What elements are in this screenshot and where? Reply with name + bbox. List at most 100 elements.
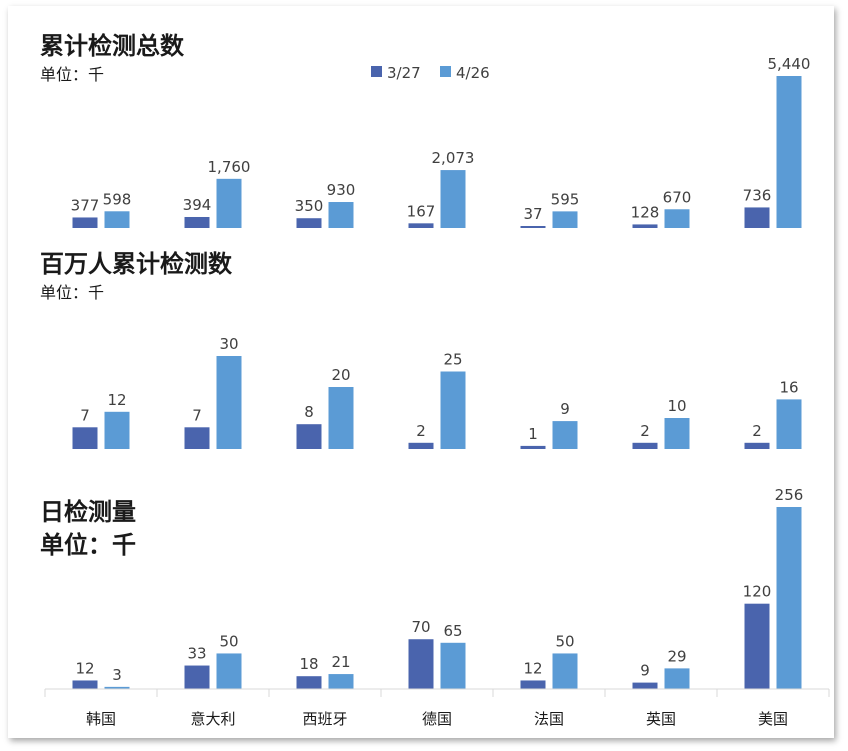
bar-p2-s2-4 (552, 421, 578, 449)
bar-p3-s2-1 (216, 653, 242, 689)
x-tick-label-0: 韩国 (86, 710, 116, 728)
data-label-p1-s2-0: 598 (103, 190, 132, 208)
data-label-p3-s2-2: 21 (331, 653, 350, 671)
bar-p1-s2-1 (216, 178, 242, 228)
legend-label-4-26: 4/26 (456, 64, 490, 82)
bar-p3-s1-6 (744, 603, 770, 689)
bar-p3-s1-5 (632, 682, 658, 689)
data-label-p3-s1-6: 120 (743, 583, 772, 601)
bar-p3-s1-0 (72, 680, 98, 689)
data-label-p2-s2-1: 30 (219, 335, 238, 353)
bar-p3-s2-0 (104, 686, 130, 689)
bar-p2-s2-2 (328, 387, 354, 449)
panel-3-unit: 单位：千 (40, 530, 136, 559)
data-label-p1-s1-0: 377 (71, 196, 100, 214)
x-tick-label-3: 德国 (422, 710, 452, 728)
data-label-p2-s1-6: 2 (752, 422, 762, 440)
data-label-p3-s2-5: 29 (667, 647, 686, 665)
data-label-p3-s1-3: 70 (411, 618, 430, 636)
bar-p1-s1-6 (744, 207, 770, 228)
data-label-p3-s1-5: 9 (640, 662, 650, 680)
bar-p3-s1-3 (408, 639, 434, 689)
data-label-p1-s1-1: 394 (183, 196, 212, 214)
bar-p3-s2-2 (328, 674, 354, 689)
panel-2-unit: 单位：千 (40, 283, 104, 302)
bar-p1-s2-4 (552, 211, 578, 228)
data-label-p1-s1-6: 736 (743, 186, 772, 204)
data-label-p3-s2-6: 256 (775, 486, 804, 504)
bar-p2-s2-0 (104, 411, 130, 449)
bar-p3-s2-5 (664, 668, 690, 689)
data-label-p2-s1-4: 1 (528, 425, 538, 443)
bar-p2-s1-4 (520, 445, 546, 449)
bar-p2-s1-5 (632, 442, 658, 449)
bar-p3-s1-4 (520, 680, 546, 689)
x-tick-label-1: 意大利 (190, 710, 235, 728)
panel-1-unit: 单位：千 (40, 65, 104, 84)
data-label-p3-s1-0: 12 (75, 659, 94, 677)
bar-p2-s2-3 (440, 371, 466, 449)
bar-p1-s1-5 (632, 224, 658, 228)
data-label-p2-s2-0: 12 (107, 391, 126, 409)
data-label-p3-s2-1: 50 (219, 632, 238, 650)
x-tick-label-4: 法国 (534, 710, 564, 728)
bar-p2-s1-0 (72, 427, 98, 449)
data-label-p1-s1-5: 128 (631, 203, 660, 221)
panel-3-title: 日检测量 (40, 497, 136, 526)
data-label-p3-s1-4: 12 (523, 659, 542, 677)
data-label-p1-s1-2: 350 (295, 197, 324, 215)
data-label-p1-s2-6: 5,440 (768, 55, 811, 73)
data-label-p2-s2-4: 9 (560, 400, 570, 418)
data-label-p1-s2-3: 2,073 (432, 149, 475, 167)
bar-p3-s1-2 (296, 676, 322, 689)
bar-p1-s1-4 (520, 226, 546, 228)
bar-p1-s1-0 (72, 217, 98, 228)
bar-p2-s1-2 (296, 424, 322, 449)
data-label-p2-s2-3: 25 (443, 351, 462, 369)
bar-p3-s1-1 (184, 665, 210, 689)
data-label-p1-s2-5: 670 (663, 188, 692, 206)
legend-swatch-3-27 (371, 66, 382, 77)
data-label-p3-s1-2: 18 (299, 655, 318, 673)
bar-p1-s2-2 (328, 202, 354, 228)
data-label-p1-s1-4: 37 (523, 205, 542, 223)
bar-p2-s1-6 (744, 442, 770, 449)
data-label-p3-s2-4: 50 (555, 632, 574, 650)
data-label-p2-s1-0: 7 (80, 406, 90, 424)
bar-p2-s2-1 (216, 356, 242, 449)
chart-frame (8, 6, 834, 738)
bar-p1-s1-2 (296, 218, 322, 228)
x-tick-label-5: 英国 (646, 710, 676, 728)
legend-swatch-4-26 (440, 66, 451, 77)
panel-2-title: 百万人累计检测数 (40, 249, 233, 278)
bar-p3-s2-6 (776, 507, 802, 689)
bar-p3-s2-3 (440, 642, 466, 689)
bar-p1-s2-5 (664, 209, 690, 228)
x-tick-label-2: 西班牙 (302, 710, 347, 728)
data-label-p2-s1-1: 7 (192, 406, 202, 424)
data-label-p2-s2-2: 20 (331, 366, 350, 384)
data-label-p1-s2-1: 1,760 (208, 158, 251, 176)
data-label-p3-s2-3: 65 (443, 622, 462, 640)
data-label-p1-s1-3: 167 (407, 202, 436, 220)
legend: 3/27 4/26 (371, 64, 490, 82)
bar-p1-s1-3 (408, 223, 434, 228)
bar-p2-s2-5 (664, 418, 690, 449)
bar-p2-s1-3 (408, 442, 434, 449)
data-label-p1-s2-4: 595 (551, 190, 580, 208)
bar-p1-s1-1 (184, 216, 210, 228)
data-label-p2-s2-5: 10 (667, 397, 686, 415)
data-label-p2-s2-6: 16 (779, 378, 798, 396)
data-label-p1-s2-2: 930 (327, 181, 356, 199)
data-label-p3-s1-1: 33 (187, 645, 206, 663)
data-label-p2-s1-3: 2 (416, 422, 426, 440)
panel-1-title: 累计检测总数 (40, 31, 185, 60)
bar-p1-s2-6 (776, 76, 802, 228)
bar-p1-s2-0 (104, 211, 130, 228)
legend-label-3-27: 3/27 (387, 64, 421, 82)
bar-p1-s2-3 (440, 170, 466, 228)
data-label-p2-s1-5: 2 (640, 422, 650, 440)
bar-p2-s1-1 (184, 427, 210, 449)
